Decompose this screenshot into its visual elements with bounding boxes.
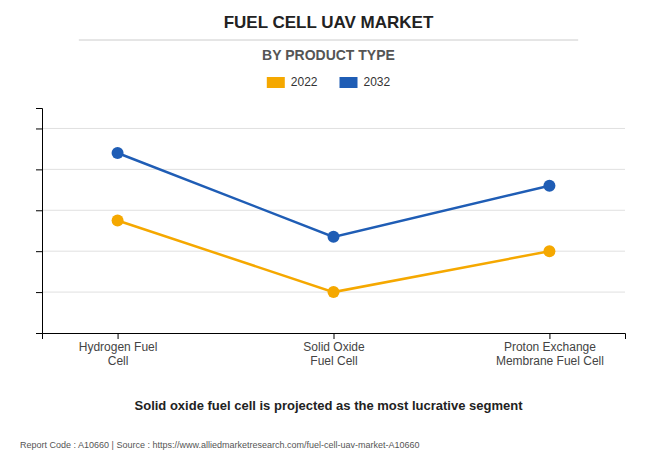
x-tick-label: Solid OxideFuel Cell — [303, 340, 365, 368]
x-tick-label-line: Membrane Fuel Cell — [496, 354, 604, 368]
x-axis: Hydrogen FuelCell Solid OxideFuel Cell Pro… — [43, 333, 626, 368]
x-tick-label-line: Solid Oxide — [303, 340, 365, 354]
legend-swatch — [267, 77, 285, 88]
y-tick — [36, 210, 42, 211]
grid-line — [42, 169, 625, 170]
x-tick: Solid OxideFuel Cell — [303, 333, 365, 368]
title-rule — [79, 40, 578, 41]
x-tick-label-line: Fuel Cell — [310, 354, 357, 368]
series-line — [118, 153, 550, 237]
y-axis-line — [36, 109, 43, 334]
subtitle: BY PRODUCT TYPE — [262, 47, 395, 63]
marks — [112, 147, 556, 298]
legend-label: 2022 — [291, 75, 318, 89]
series-point — [543, 180, 555, 192]
legend-label: 2032 — [364, 75, 391, 89]
series-point — [328, 286, 340, 298]
chart: FUEL CELL UAV MARKET BY PRODUCT TYPE Hydro… — [0, 0, 657, 458]
grid-line — [42, 128, 625, 129]
x-tick-label: Hydrogen FuelCell — [79, 340, 158, 368]
y-tick-mark — [36, 292, 42, 293]
series-line — [118, 221, 550, 293]
y-tick — [36, 292, 42, 293]
legend-item: 2032 — [340, 75, 391, 89]
x-axis-line — [43, 334, 626, 340]
x-tick-mark — [118, 333, 119, 339]
grid-line — [42, 251, 625, 252]
series-point — [112, 147, 124, 159]
x-tick-mark — [334, 333, 335, 339]
y-tick-mark — [36, 128, 42, 129]
x-tick: Proton ExchangeMembrane Fuel Cell — [496, 333, 604, 368]
grid-line — [42, 210, 625, 211]
x-tick-mark — [549, 333, 550, 339]
x-tick-label: Proton ExchangeMembrane Fuel Cell — [496, 340, 604, 368]
x-tick-label-line: Cell — [108, 354, 129, 368]
footer: Report Code : A10660 | Source : https://… — [20, 440, 420, 450]
series-point — [328, 231, 340, 243]
title: FUEL CELL UAV MARKET — [224, 13, 434, 32]
x-tick-label-line: Proton Exchange — [504, 340, 596, 354]
series-point — [112, 215, 124, 227]
y-tick-mark — [36, 169, 42, 170]
legend: 2022 2032 — [267, 75, 391, 89]
y-tick — [36, 169, 42, 170]
plot: Hydrogen FuelCell Solid OxideFuel Cell Pro… — [36, 109, 626, 368]
annotation: Solid oxide fuel cell is projected as th… — [135, 398, 524, 413]
legend-item: 2022 — [267, 75, 318, 89]
y-tick-mark — [36, 251, 42, 252]
y-axis — [36, 109, 43, 334]
y-tick-mark — [36, 210, 42, 211]
y-tick — [36, 128, 42, 129]
y-tick — [36, 251, 42, 252]
legend-swatch — [340, 77, 358, 88]
x-tick-label-line: Hydrogen Fuel — [79, 340, 158, 354]
x-tick: Hydrogen FuelCell — [79, 333, 158, 368]
grid — [42, 128, 625, 292]
series-point — [543, 245, 555, 257]
